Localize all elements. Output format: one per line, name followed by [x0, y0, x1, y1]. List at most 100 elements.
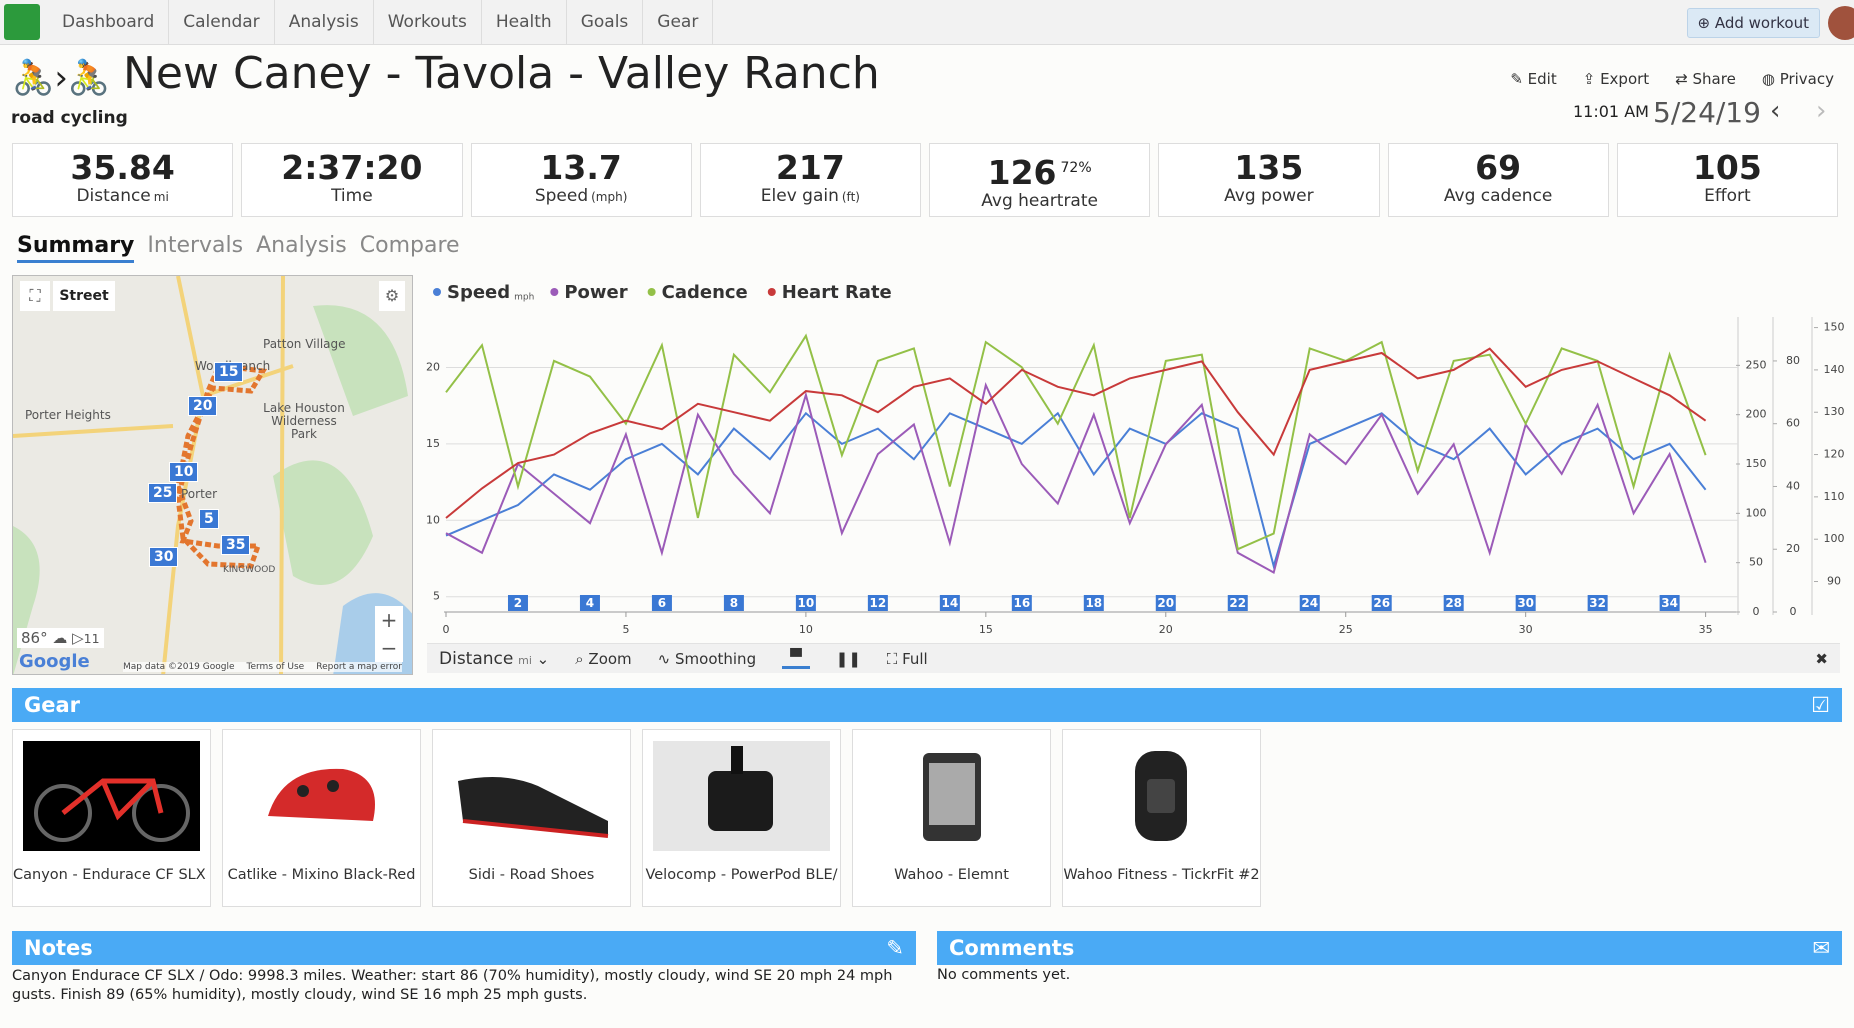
y4-tick-label: 100	[1824, 532, 1845, 545]
gear-card[interactable]: Catlike - Mixino Black-Red	[222, 729, 421, 907]
stat-value: 126 72%	[930, 150, 1149, 191]
gear-card[interactable]: Canyon - Endurace CF SLX I	[12, 729, 211, 907]
map-settings[interactable]: ⚙	[379, 281, 405, 311]
x-axis-select[interactable]: Distance mi ⌄	[439, 648, 550, 669]
mile-marker	[1443, 595, 1464, 611]
mile-marker	[867, 595, 888, 611]
tab[interactable]: Intervals	[147, 233, 244, 258]
stat-box: 217 Elev gain (ft)	[699, 143, 921, 217]
x-axis-unit: mi	[518, 653, 532, 667]
markers-toggle[interactable]: ▀	[782, 648, 810, 669]
y2-tick-label: 250	[1746, 358, 1767, 371]
gear-card[interactable]: Sidi - Road Shoes	[432, 729, 631, 907]
fullscreen-button[interactable]: ⛶	[20, 281, 50, 311]
gear-edit[interactable]: ☑	[1811, 693, 1830, 717]
y2-tick-label: 100	[1746, 506, 1767, 519]
add-workout-button[interactable]: ⊕ Add workout	[1686, 8, 1820, 38]
zoom-button[interactable]: ⌕ Zoom	[575, 649, 632, 668]
zoom-controls[interactable]: + −	[375, 606, 403, 662]
stat-extra: 72%	[1060, 160, 1092, 176]
stat-label-text: Time	[331, 186, 373, 206]
nav-link[interactable]: Gear	[643, 0, 714, 45]
notes-edit[interactable]: ✎	[886, 936, 904, 960]
smoothing-label: Smoothing	[675, 649, 757, 668]
action-label: Privacy	[1779, 70, 1834, 88]
nav-link[interactable]: Goals	[567, 0, 644, 45]
mile-marker	[1659, 595, 1680, 611]
pause-toggle[interactable]: ❚❚	[835, 649, 861, 668]
nav-link[interactable]: Health	[482, 0, 567, 45]
nav-link[interactable]: Dashboard	[48, 0, 170, 45]
prev-button[interactable]: ‹	[1770, 96, 1781, 126]
avatar[interactable]	[1828, 6, 1854, 40]
action-button[interactable]: ⇪ Export	[1582, 70, 1650, 88]
nav-link[interactable]: Workouts	[374, 0, 482, 45]
terms-link[interactable]: Terms of Use	[246, 662, 305, 672]
action-button[interactable]: ✎ Edit	[1510, 70, 1557, 88]
map-marker[interactable]: 15	[214, 362, 244, 382]
workout-title: New Caney - Tavola - Valley Ranch	[123, 48, 880, 99]
map-marker[interactable]: 30	[149, 547, 179, 567]
mile-marker-label: 12	[870, 596, 887, 610]
tab[interactable]: Summary	[17, 233, 135, 263]
smoothing-button[interactable]: ∿ Smoothing	[657, 649, 757, 668]
map-mode-button[interactable]: Street	[53, 281, 115, 311]
stat-label-text: Speed	[534, 186, 589, 206]
full-button[interactable]: ⛶ Full	[886, 649, 928, 668]
y3-tick-label: 20	[1786, 542, 1800, 555]
y4-tick-label: 120	[1824, 448, 1845, 461]
map-marker[interactable]: 25	[148, 483, 178, 503]
gear-card[interactable]: Wahoo - Elemnt	[852, 729, 1051, 907]
legend-label: Heart Rate	[782, 282, 892, 303]
zoom-label: Zoom	[588, 649, 632, 668]
stats: 35.84 Distance mi 2:37:20 Time 13.7 Speed (mph)…	[12, 143, 1838, 217]
tabs: Summary Intervals Analysis Compare	[17, 233, 460, 263]
y3-tick-label: 40	[1786, 479, 1800, 492]
stat-label: Effort	[1618, 186, 1837, 206]
legend-label: Speed	[447, 282, 510, 303]
next-button[interactable]: ›	[1816, 96, 1827, 126]
tab[interactable]: Analysis	[256, 233, 347, 258]
map[interactable]: ⛶ Street ⚙ Patton VillageWoodbranchPorte…	[12, 275, 413, 675]
stat-value: 2:37:20	[242, 150, 461, 186]
nav-link[interactable]: Calendar	[169, 0, 275, 45]
x-tick-label: 35	[1699, 623, 1713, 636]
x-tick-label: 30	[1519, 623, 1533, 636]
mile-marker	[1083, 595, 1104, 611]
map-marker[interactable]: 20	[188, 396, 218, 416]
action-button[interactable]: ◍ Privacy	[1761, 70, 1834, 88]
add-workout-label: Add workout	[1714, 14, 1809, 32]
gear-image	[1073, 741, 1250, 851]
stat-number: 105	[1692, 148, 1762, 187]
gear-card[interactable]: Velocomp - PowerPod BLE/	[642, 729, 841, 907]
y3-tick-label: 60	[1786, 417, 1800, 430]
google-logo: Google	[19, 651, 90, 672]
report-link[interactable]: Report a map error	[316, 662, 402, 672]
y-tick-label: 10	[426, 513, 440, 526]
action-button[interactable]: ⇄ Share	[1675, 70, 1736, 88]
actions: ✎ Edit ⇪ Export ⇄ Share ◍ Privacy	[1510, 70, 1834, 88]
attribution: Map data ©2019 Google	[123, 662, 235, 672]
mile-marker-label: 32	[1589, 596, 1606, 610]
map-marker[interactable]: 10	[169, 462, 199, 482]
mile-marker	[939, 595, 960, 611]
legend-unit: mph	[514, 293, 534, 303]
legend-swatch	[550, 288, 559, 296]
y-tick-label: 15	[426, 437, 440, 450]
stat-label: Elev gain (ft)	[701, 186, 920, 206]
map-marker[interactable]: 5	[199, 509, 219, 529]
y2-tick-label: 150	[1746, 457, 1767, 470]
stat-value: 135	[1159, 150, 1378, 186]
temperature: 86°	[21, 629, 48, 647]
gear-name: Sidi - Road Shoes	[468, 867, 595, 883]
map-marker[interactable]: 35	[221, 535, 251, 555]
logo[interactable]	[4, 4, 40, 40]
gear-card[interactable]: Wahoo Fitness - TickrFit #2	[1062, 729, 1261, 907]
add-comment[interactable]: ✉	[1812, 936, 1830, 960]
nav-link[interactable]: Analysis	[275, 0, 374, 45]
tab[interactable]: Compare	[359, 233, 460, 258]
y2-tick-label: 0	[1753, 605, 1760, 618]
mile-marker-label: 2	[514, 596, 522, 610]
close-button[interactable]: ✖	[1815, 649, 1828, 668]
stat-number: 69	[1475, 148, 1522, 187]
